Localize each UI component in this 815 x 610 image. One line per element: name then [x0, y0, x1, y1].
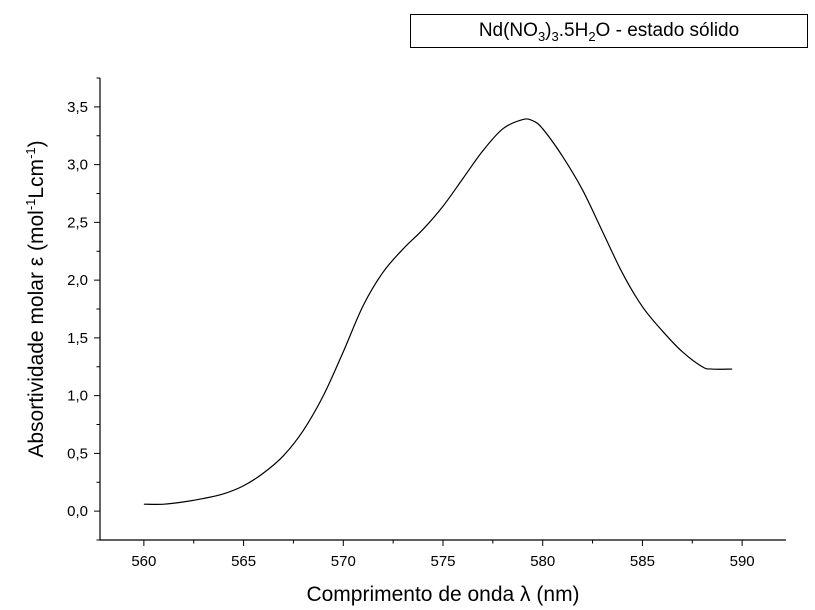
legend-text-part: .5H: [558, 20, 589, 41]
x-tick-label: 570: [331, 553, 356, 570]
x-tick-label: 590: [730, 553, 755, 570]
y-label-part: Absortividade molar ε (mol: [25, 210, 48, 458]
y-tick-label: 1,5: [67, 330, 88, 347]
legend-subscript: 2: [588, 29, 596, 44]
x-tick-label: 565: [231, 553, 256, 570]
x-tick-label: 585: [630, 553, 655, 570]
y-axis-label-text: Absortividade molar ε (mol-1Lcm-1): [23, 140, 48, 458]
legend-subscript: 3: [537, 29, 546, 44]
y-tick-label: 2,5: [67, 214, 88, 231]
y-tick-label: 0,0: [67, 503, 88, 520]
legend-text: Nd(NO3)3.5H2O - estado sólido: [478, 20, 740, 44]
y-tick-label: 0,5: [67, 445, 88, 462]
x-axis-label: Comprimento de onda λ (nm): [306, 583, 580, 606]
ticks: 560 565 570 575 580 585 590 0,0 0,5 1,0 1,5 2,0 2,5 3…: [67, 77, 755, 570]
series-line: [143, 118, 733, 505]
series: [143, 118, 733, 505]
legend-text-part: O - estado sólido: [595, 20, 740, 41]
y-tick-label: 1,0: [67, 388, 88, 405]
legend-text-part: ): [545, 20, 552, 41]
y-label-part: Lcm: [25, 158, 48, 199]
x-tick-label: 580: [530, 553, 555, 570]
y-tick-label: 2,0: [67, 272, 88, 289]
x-tick-label: 575: [430, 553, 455, 570]
legend-subscript: 3: [551, 29, 559, 44]
y-label-superscript: -1: [23, 198, 38, 211]
y-label-part: ): [25, 140, 48, 148]
y-label-superscript: -1: [23, 147, 38, 159]
y-tick-label: 3,5: [67, 99, 88, 116]
legend: Nd(NO3)3.5H2O - estado sólido: [410, 14, 808, 48]
legend-text-part: Nd(NO: [478, 20, 538, 41]
y-tick-label: 3,0: [67, 157, 88, 174]
axes: [99, 78, 786, 541]
y-axis-label: Absortividade molar ε (mol-1Lcm-1): [23, 140, 49, 458]
x-tick-label: 560: [131, 553, 156, 570]
